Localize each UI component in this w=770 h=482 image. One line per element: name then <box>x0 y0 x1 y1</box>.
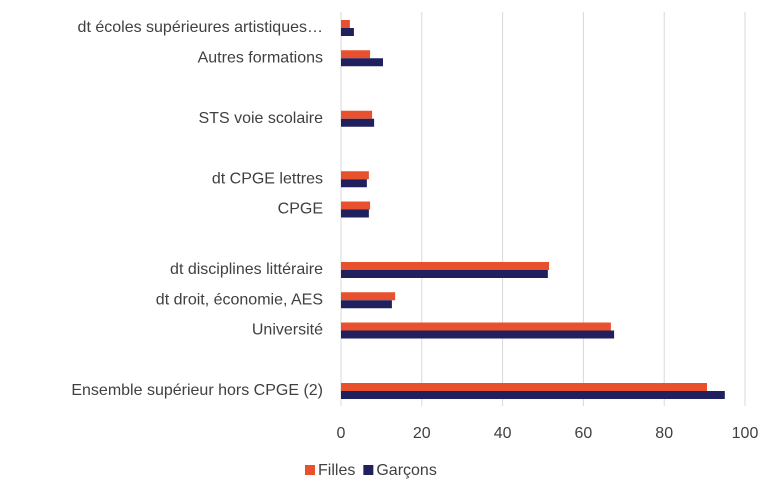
bar <box>341 50 371 59</box>
bar <box>341 322 611 331</box>
bar <box>341 171 369 180</box>
bar <box>341 209 369 218</box>
legend-swatch <box>305 465 315 475</box>
y-tick-label: dt CPGE lettres <box>212 170 323 187</box>
bar <box>341 28 354 36</box>
bar <box>341 383 708 391</box>
bar <box>341 58 384 67</box>
legend-label: Filles <box>318 462 355 479</box>
legend-label: Garçons <box>376 462 436 479</box>
bar <box>341 20 350 28</box>
y-tick-label: dt droit, économie, AES <box>156 291 323 308</box>
bar <box>341 300 392 309</box>
x-tick-label: 0 <box>337 425 346 442</box>
bar <box>341 118 375 127</box>
legend-swatch <box>363 465 374 475</box>
y-tick-label: Université <box>252 322 323 339</box>
bar <box>341 201 371 210</box>
y-tick-label: Autres formations <box>198 49 323 66</box>
x-tick-label: 40 <box>494 425 512 442</box>
y-tick-label: CPGE <box>278 201 323 218</box>
bar <box>341 179 367 188</box>
bar <box>341 391 725 399</box>
bar <box>341 270 548 278</box>
bar <box>341 262 550 270</box>
bar <box>341 110 373 119</box>
x-tick-label: 80 <box>655 425 673 442</box>
x-tick-label: 20 <box>413 425 431 442</box>
y-tick-label: STS voie scolaire <box>199 110 324 127</box>
y-tick-label: dt écoles supérieures artistiques… <box>78 19 323 36</box>
bar <box>341 330 615 339</box>
y-tick-label: dt disciplines littéraire <box>170 261 323 278</box>
x-tick-label: 100 <box>732 425 759 442</box>
x-tick-label: 60 <box>575 425 593 442</box>
bar <box>341 292 396 301</box>
y-tick-label: Ensemble supérieur hors CPGE (2) <box>71 382 323 399</box>
